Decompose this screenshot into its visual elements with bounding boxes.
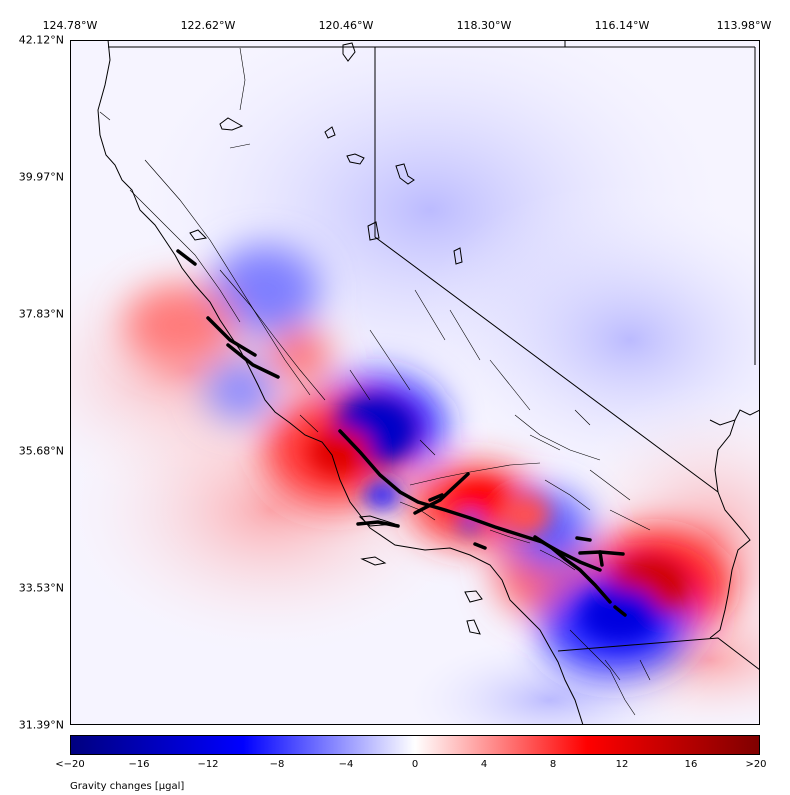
colorbar-tick: 0 — [411, 759, 419, 770]
lat-label-5: 33.53°N — [18, 581, 64, 595]
rupture-h — [598, 550, 604, 567]
lat-label-2: 39.97°N — [18, 170, 64, 184]
state-borders — [108, 40, 760, 671]
colorbar-tick: 12 — [615, 759, 629, 770]
colorbar-tick: 4 — [480, 759, 488, 770]
gravity-field — [70, 40, 760, 725]
rupture-bay-2 — [226, 343, 280, 379]
lon-label-4: 118.30°W — [456, 19, 512, 32]
colorbar-tick: −4 — [338, 759, 354, 770]
rupture-f — [575, 536, 592, 542]
rupture-i — [613, 605, 627, 617]
rupture-c — [356, 520, 400, 528]
gravity-map[interactable] — [70, 40, 760, 725]
colorbar-tick: −12 — [197, 759, 219, 770]
rupture-a — [413, 472, 470, 515]
lon-label-2: 122.62°W — [180, 19, 236, 32]
colorbar-tick: −8 — [269, 759, 285, 770]
rupture-d — [473, 542, 487, 550]
colorbar-tick: 8 — [549, 759, 557, 770]
colorbar — [70, 735, 760, 755]
colorbar-tick: 16 — [684, 759, 698, 770]
colorbar-label: Gravity changes [μgal] — [70, 781, 185, 792]
rupture-north — [176, 249, 197, 266]
coastline — [70, 40, 584, 725]
rupture-bay-1 — [206, 316, 257, 357]
lat-label-3: 37.83°N — [18, 307, 64, 321]
colorbar-tick: >20 — [745, 759, 767, 770]
map-canvas — [70, 40, 760, 725]
lat-label-6: 31.39°N — [18, 718, 64, 732]
lon-label-5: 116.14°W — [594, 19, 650, 32]
colorbar-tick: <−20 — [55, 759, 85, 770]
lon-label-1: 124.78°W — [42, 19, 98, 32]
rupture-e — [533, 535, 612, 604]
lon-label-3: 120.46°W — [318, 19, 374, 32]
colorbar-tick: −16 — [128, 759, 150, 770]
rupture-b — [428, 493, 444, 502]
lat-label-1: 42.12°N — [18, 33, 64, 47]
lon-label-6: 113.98°W — [716, 19, 772, 32]
rupture-san-andreas — [338, 429, 602, 572]
ruptures — [176, 249, 627, 617]
lat-label-4: 35.68°N — [18, 444, 64, 458]
